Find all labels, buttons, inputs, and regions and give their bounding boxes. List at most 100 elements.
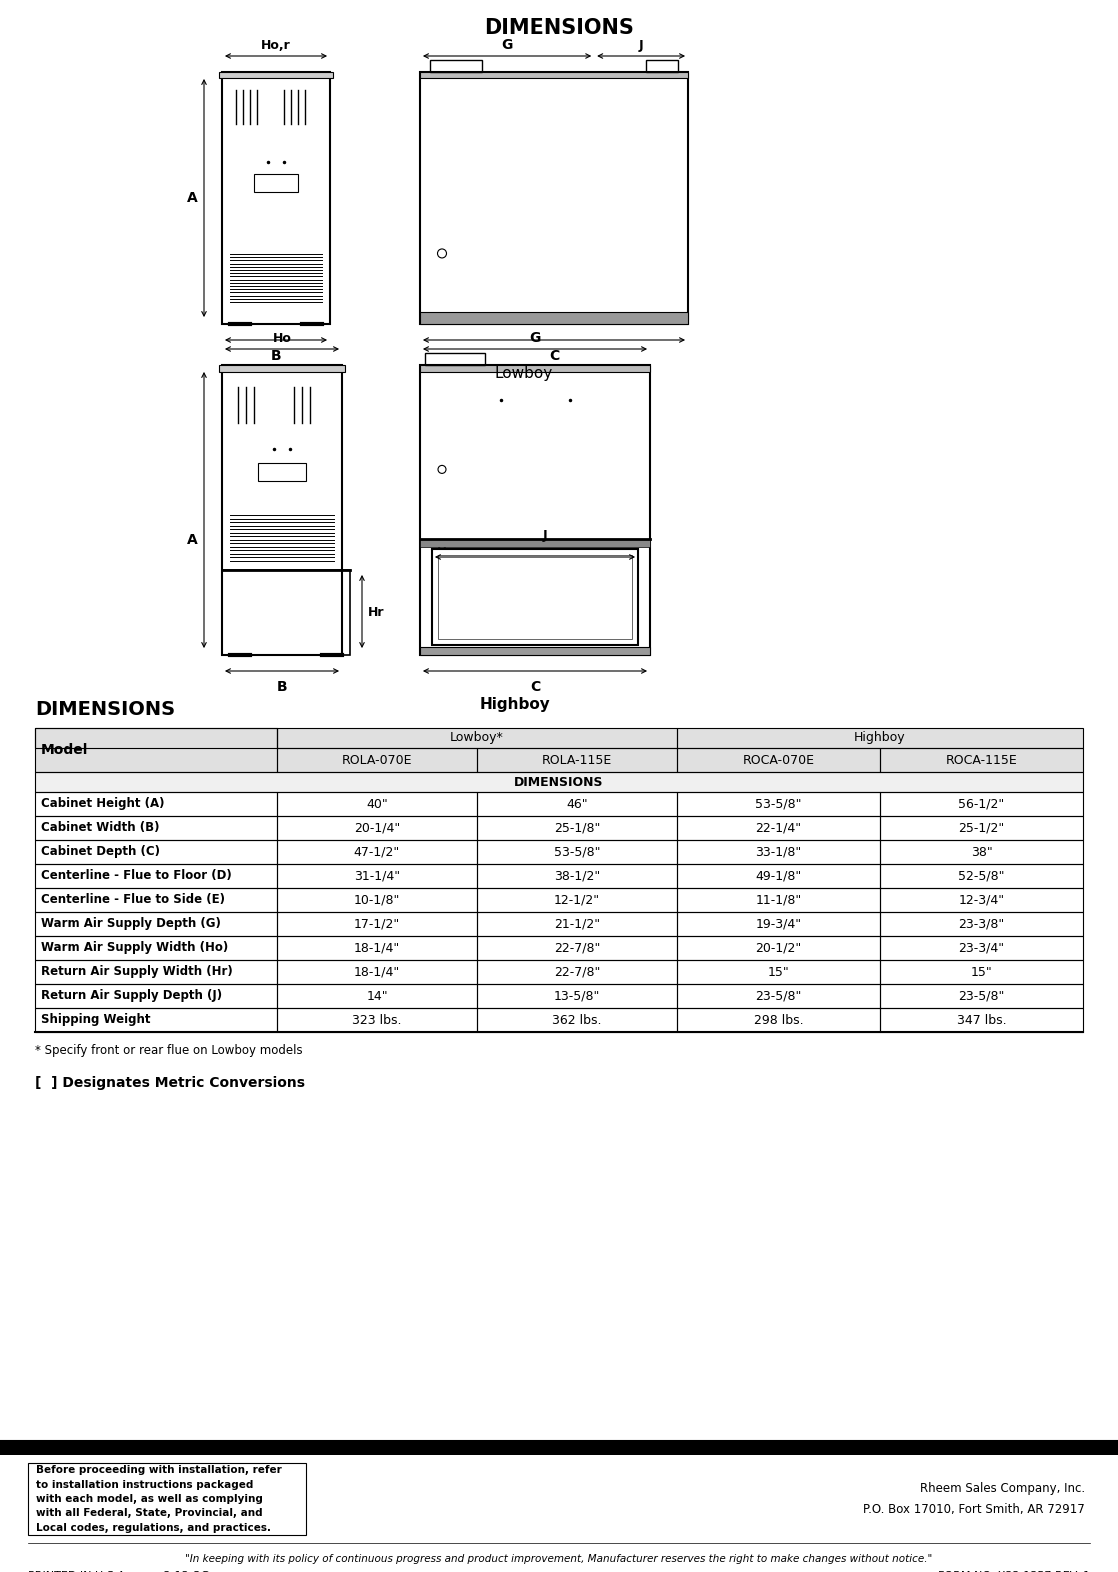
Bar [277, 839, 477, 865]
Text: G: G [501, 38, 513, 52]
Bar [477, 792, 678, 816]
Bar [277, 960, 477, 984]
Bar [880, 792, 1083, 816]
Bar [678, 748, 880, 772]
Bar [35, 935, 277, 960]
Text: 23-3/8": 23-3/8" [958, 918, 1005, 931]
Bar [277, 748, 477, 772]
Text: 18-1/4": 18-1/4" [354, 942, 400, 954]
Bar [477, 984, 678, 1008]
Text: Return Air Supply Width (Hr): Return Air Supply Width (Hr) [41, 965, 233, 978]
Bar [678, 1008, 880, 1031]
Bar [420, 72, 688, 79]
Text: 46": 46" [566, 797, 588, 811]
Text: 38": 38" [970, 846, 993, 858]
Bar [678, 960, 880, 984]
Bar [678, 728, 1083, 748]
Text: [  ] Designates Metric Conversions: [ ] Designates Metric Conversions [35, 1075, 305, 1089]
Text: 52-5/8": 52-5/8" [958, 869, 1005, 882]
Bar [477, 912, 678, 935]
Text: C: C [549, 349, 559, 363]
Text: 56-1/2": 56-1/2" [958, 797, 1005, 811]
Bar [35, 1008, 277, 1031]
Bar [277, 748, 477, 772]
Text: 15": 15" [970, 965, 993, 978]
Bar [678, 1008, 880, 1031]
Text: 22-7/8": 22-7/8" [553, 942, 600, 954]
Text: ROLA-115E: ROLA-115E [542, 753, 613, 767]
Bar [277, 792, 477, 816]
Bar [438, 555, 632, 638]
Text: Cabinet Depth (C): Cabinet Depth (C) [41, 846, 160, 858]
Bar [35, 839, 277, 865]
Bar [420, 648, 650, 656]
Bar [35, 865, 277, 888]
Bar [477, 960, 678, 984]
Text: 323 lbs.: 323 lbs. [352, 1014, 401, 1027]
Text: Lowboy: Lowboy [495, 366, 553, 380]
Bar [477, 960, 678, 984]
Bar [678, 792, 880, 816]
Bar [35, 912, 277, 935]
Bar [477, 984, 678, 1008]
Bar [0, 1442, 1118, 1456]
Text: B: B [276, 681, 287, 693]
Bar [277, 960, 477, 984]
Text: DIMENSIONS: DIMENSIONS [514, 775, 604, 789]
Bar [258, 464, 306, 481]
Text: 14": 14" [367, 989, 388, 1003]
Bar [678, 865, 880, 888]
Bar [880, 839, 1083, 865]
Text: 31-1/4": 31-1/4" [354, 869, 400, 882]
Text: Return Air Supply Depth (J): Return Air Supply Depth (J) [41, 989, 222, 1003]
Text: A: A [187, 192, 198, 204]
Bar [35, 728, 277, 772]
Bar [880, 888, 1083, 912]
Bar [35, 792, 277, 816]
Text: 53-5/8": 53-5/8" [553, 846, 600, 858]
Bar [222, 365, 342, 656]
Bar [35, 728, 277, 748]
Text: DIMENSIONS: DIMENSIONS [484, 17, 634, 38]
Bar [35, 728, 277, 772]
Text: 12-3/4": 12-3/4" [958, 893, 1005, 907]
Bar [678, 935, 880, 960]
Bar [880, 1008, 1083, 1031]
Bar [222, 571, 350, 656]
Bar [477, 912, 678, 935]
Bar [477, 935, 678, 960]
Bar [477, 792, 678, 816]
Bar [880, 984, 1083, 1008]
Text: ROLA-070E: ROLA-070E [342, 753, 413, 767]
Text: Ho: Ho [273, 332, 292, 344]
Bar [880, 748, 1083, 772]
Bar [477, 888, 678, 912]
Bar [277, 728, 678, 748]
Text: 21-1/2": 21-1/2" [553, 918, 600, 931]
Bar [277, 912, 477, 935]
Text: 23-5/8": 23-5/8" [958, 989, 1005, 1003]
Bar [35, 984, 277, 1008]
Text: ROCA-070E: ROCA-070E [742, 753, 815, 767]
Bar [880, 912, 1083, 935]
Bar [880, 935, 1083, 960]
Text: Centerline - Flue to Floor (D): Centerline - Flue to Floor (D) [41, 869, 231, 882]
Bar [277, 888, 477, 912]
Text: 19-3/4": 19-3/4" [756, 918, 802, 931]
Text: * Specify front or rear flue on Lowboy models: * Specify front or rear flue on Lowboy m… [35, 1044, 303, 1056]
Bar [35, 772, 1083, 792]
Text: Hr: Hr [368, 605, 385, 619]
Bar [477, 748, 678, 772]
Bar [35, 984, 277, 1008]
Bar [880, 888, 1083, 912]
Bar [35, 935, 277, 960]
Bar [35, 960, 277, 984]
Bar [477, 1008, 678, 1031]
Text: 22-1/4": 22-1/4" [756, 822, 802, 835]
Bar [277, 816, 477, 839]
Text: C: C [530, 681, 540, 693]
Bar [35, 772, 1083, 792]
Text: 20-1/2": 20-1/2" [756, 942, 802, 954]
Bar [880, 1008, 1083, 1031]
Text: 20-1/4": 20-1/4" [354, 822, 400, 835]
